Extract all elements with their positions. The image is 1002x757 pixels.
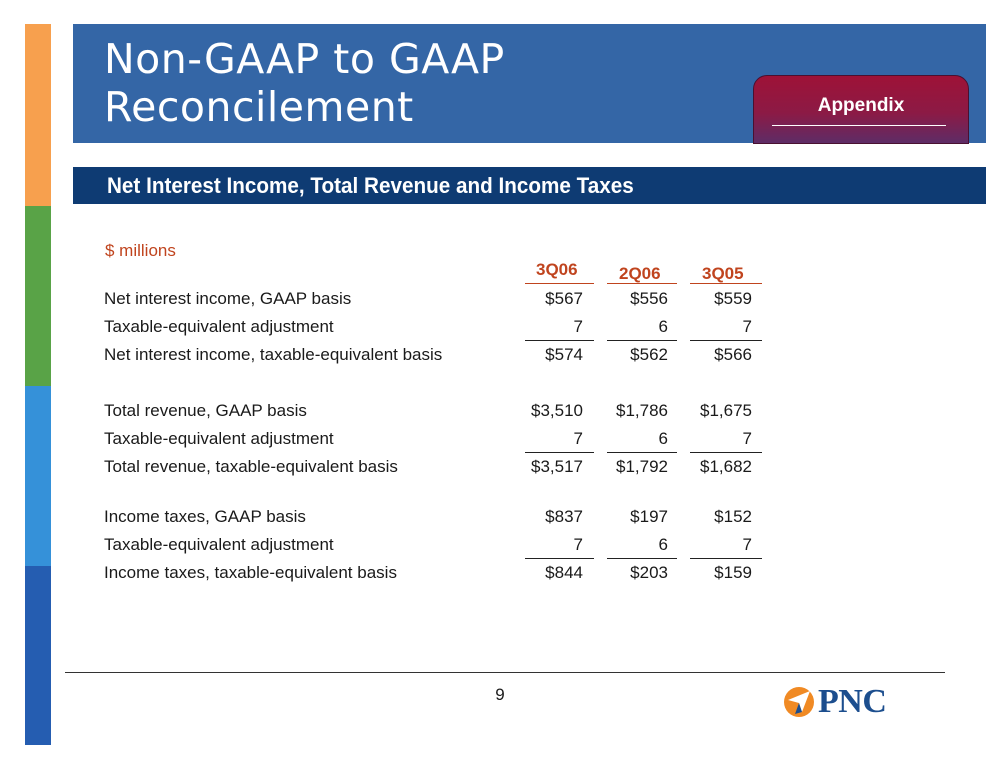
table-cell: $556	[630, 289, 668, 308]
table-cell: $152	[714, 507, 752, 526]
row-label: Total revenue, GAAP basis	[104, 401, 307, 420]
appendix-underline	[772, 125, 946, 126]
table-cell: 7	[573, 317, 583, 336]
table-cell: 7	[742, 317, 752, 336]
subtotal-rule	[525, 558, 594, 559]
column-header-rule	[607, 283, 677, 284]
row-label: Income taxes, GAAP basis	[104, 507, 306, 526]
subtotal-rule	[525, 340, 594, 341]
appendix-tab: Appendix	[753, 75, 969, 144]
table-cell: $844	[545, 563, 583, 582]
table-cell: 6	[658, 317, 668, 336]
table-cell: $574	[545, 345, 583, 364]
stripe-dark-blue	[25, 566, 51, 745]
footer-rule	[65, 672, 945, 673]
row-label: Net interest income, taxable-equivalent …	[104, 345, 443, 364]
table-cell: 7	[742, 535, 752, 554]
stripe-green	[25, 206, 51, 386]
subtotal-rule	[690, 340, 762, 341]
appendix-label: Appendix	[817, 95, 905, 116]
subtotal-rule	[690, 558, 762, 559]
slide-title: Non-GAAP to GAAP Reconcilement	[104, 35, 505, 131]
table-cell: $3,510	[531, 401, 583, 420]
column-header-3q06: 3Q06	[536, 260, 578, 279]
column-header-rule	[525, 283, 594, 284]
table-cell: $559	[714, 289, 752, 308]
page-number: 9	[495, 685, 505, 704]
row-label: Taxable-equivalent adjustment	[104, 429, 334, 448]
subtotal-rule	[607, 340, 677, 341]
table-cell: 7	[573, 429, 583, 448]
subtotal-rule	[607, 452, 677, 453]
column-header-2q06: 2Q06	[619, 264, 661, 283]
table-cell: $1,682	[700, 457, 752, 476]
subtotal-rule	[690, 452, 762, 453]
stripe-orange	[25, 24, 51, 206]
table-cell: $1,786	[616, 401, 668, 420]
row-label: Total revenue, taxable-equivalent basis	[104, 457, 398, 476]
section-bar	[73, 167, 986, 204]
table-cell: $197	[630, 507, 668, 526]
column-header-rule	[690, 283, 762, 284]
subtotal-rule	[607, 558, 677, 559]
table-cell: $3,517	[531, 457, 583, 476]
section-title: Net Interest Income, Total Revenue and I…	[107, 173, 634, 198]
pnc-logo: PNC	[782, 682, 912, 722]
table-cell: $567	[545, 289, 583, 308]
row-label: Income taxes, taxable-equivalent basis	[104, 563, 397, 582]
table-cell: $1,792	[616, 457, 668, 476]
table-cell: 7	[742, 429, 752, 448]
table-cell: 6	[658, 535, 668, 554]
table-cell: $203	[630, 563, 668, 582]
table-cell: $837	[545, 507, 583, 526]
table-cell: 7	[573, 535, 583, 554]
row-label: Net interest income, GAAP basis	[104, 289, 352, 308]
table-cell: $566	[714, 345, 752, 364]
column-header-3q05: 3Q05	[702, 264, 744, 283]
row-label: Taxable-equivalent adjustment	[104, 535, 334, 554]
table-cell: $159	[714, 563, 752, 582]
subtotal-rule	[525, 452, 594, 453]
pnc-logo-icon	[784, 687, 814, 717]
table-cell: 6	[658, 429, 668, 448]
table-cell: $562	[630, 345, 668, 364]
row-label: Taxable-equivalent adjustment	[104, 317, 334, 336]
table-cell: $1,675	[700, 401, 752, 420]
stripe-light-blue	[25, 386, 51, 566]
logo-text: PNC	[818, 683, 887, 720]
units-label: $ millions	[105, 241, 176, 260]
